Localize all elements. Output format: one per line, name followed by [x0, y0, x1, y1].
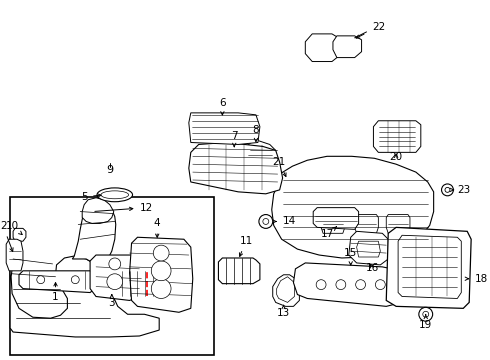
Polygon shape	[277, 277, 294, 302]
Polygon shape	[355, 215, 378, 233]
Polygon shape	[90, 255, 142, 301]
Polygon shape	[10, 241, 159, 337]
Text: 14: 14	[272, 216, 296, 226]
Circle shape	[259, 215, 273, 228]
Text: 19: 19	[419, 315, 432, 330]
Polygon shape	[349, 231, 388, 265]
Polygon shape	[13, 228, 26, 241]
Circle shape	[263, 219, 269, 224]
Polygon shape	[244, 140, 276, 170]
Text: 7: 7	[231, 131, 238, 147]
Circle shape	[445, 188, 450, 192]
Text: 4: 4	[154, 219, 161, 237]
Polygon shape	[129, 237, 193, 312]
Polygon shape	[386, 228, 471, 308]
Circle shape	[441, 184, 453, 196]
Circle shape	[107, 274, 122, 289]
Text: 9: 9	[106, 165, 113, 175]
Polygon shape	[73, 203, 116, 267]
Polygon shape	[294, 263, 408, 306]
Polygon shape	[386, 215, 410, 233]
Text: 11: 11	[240, 236, 253, 256]
Text: 2: 2	[0, 221, 13, 251]
Text: 18: 18	[465, 274, 489, 284]
Text: 17: 17	[320, 227, 337, 239]
Text: 6: 6	[219, 98, 226, 115]
Polygon shape	[305, 34, 342, 62]
Circle shape	[419, 307, 433, 321]
Polygon shape	[373, 121, 421, 152]
Polygon shape	[398, 235, 461, 298]
Polygon shape	[10, 197, 215, 355]
Circle shape	[375, 280, 385, 289]
Circle shape	[72, 276, 79, 284]
Polygon shape	[115, 271, 164, 297]
Polygon shape	[19, 271, 95, 293]
Circle shape	[356, 280, 366, 289]
Text: 15: 15	[344, 248, 357, 265]
Text: 12: 12	[95, 203, 153, 213]
Text: 22: 22	[373, 22, 386, 32]
Ellipse shape	[101, 191, 128, 199]
Polygon shape	[272, 156, 434, 258]
Polygon shape	[333, 36, 362, 58]
Ellipse shape	[97, 188, 132, 202]
Polygon shape	[219, 258, 260, 284]
Text: 5: 5	[81, 192, 101, 202]
Circle shape	[151, 261, 171, 281]
Text: 10: 10	[6, 221, 22, 235]
Text: 8: 8	[253, 125, 259, 141]
Text: 20: 20	[390, 152, 403, 162]
Text: 1: 1	[52, 283, 59, 302]
Polygon shape	[357, 241, 380, 257]
Circle shape	[336, 280, 346, 289]
Text: 3: 3	[108, 294, 115, 309]
Circle shape	[316, 280, 326, 289]
Polygon shape	[313, 208, 359, 229]
Text: 13: 13	[277, 305, 290, 318]
Circle shape	[153, 245, 169, 261]
Polygon shape	[189, 143, 283, 194]
Circle shape	[37, 276, 45, 284]
Circle shape	[151, 279, 171, 298]
Polygon shape	[273, 275, 299, 306]
Circle shape	[423, 311, 429, 317]
Polygon shape	[82, 198, 114, 224]
Text: 23: 23	[450, 185, 470, 195]
Polygon shape	[6, 239, 23, 271]
Text: 21: 21	[273, 157, 286, 176]
Polygon shape	[321, 215, 345, 233]
Text: 16: 16	[366, 263, 379, 273]
Circle shape	[109, 258, 121, 270]
Polygon shape	[189, 113, 260, 144]
